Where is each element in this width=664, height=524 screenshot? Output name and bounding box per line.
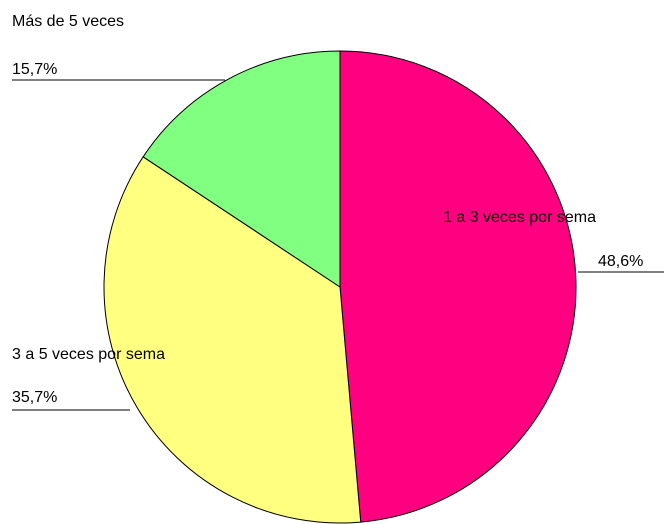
pie-slice bbox=[339, 50, 577, 523]
pie-slice bbox=[103, 156, 362, 524]
value-label: 35,7% bbox=[12, 389, 57, 406]
slice-label: 1 a 3 veces por sema bbox=[443, 209, 596, 226]
slice-label: 3 a 5 veces por sema bbox=[12, 346, 165, 363]
value-label: 15,7% bbox=[12, 61, 57, 78]
slice-label: Más de 5 veces bbox=[12, 13, 124, 30]
value-label: 48,6% bbox=[598, 253, 643, 270]
pie-slice bbox=[142, 50, 341, 288]
